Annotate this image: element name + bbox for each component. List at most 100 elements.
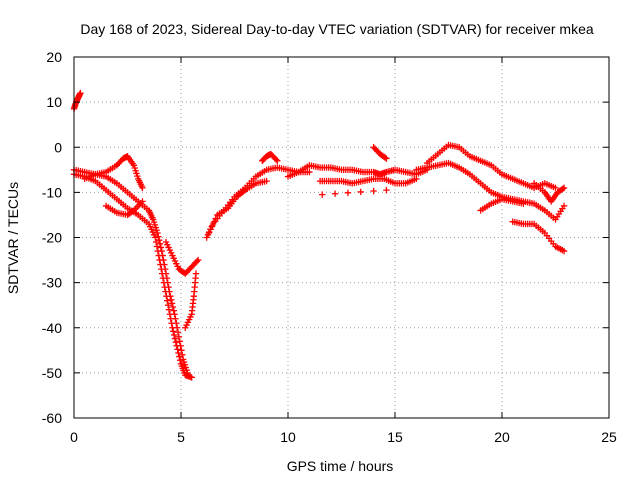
series-upper-arc xyxy=(81,153,146,192)
data-point xyxy=(165,283,172,291)
data-point xyxy=(520,200,527,207)
series-late-low xyxy=(477,195,527,214)
data-point xyxy=(207,226,214,233)
data-point xyxy=(331,190,339,197)
data-point xyxy=(193,258,201,265)
x-tick-label: 10 xyxy=(280,429,296,445)
y-axis-label: SDTVAR / TECUs xyxy=(5,182,21,294)
data-point xyxy=(184,369,191,377)
y-tick-label: -50 xyxy=(42,365,62,381)
y-tick-label: -10 xyxy=(42,184,62,200)
data-point xyxy=(552,184,559,192)
data-point xyxy=(161,261,168,268)
data-point xyxy=(179,351,186,359)
series-isolated xyxy=(319,186,390,198)
data-point xyxy=(169,303,177,311)
y-tick-label: 20 xyxy=(46,49,62,65)
data-point xyxy=(212,215,219,222)
series-late-tail xyxy=(509,218,568,255)
axis-tick-labels: 0 5 10 15 20 25 -60 -50 -40 -30 -20 -10 0 10 20 xyxy=(42,49,617,445)
data-point xyxy=(160,256,167,264)
data-point xyxy=(209,222,216,229)
data-point xyxy=(192,270,200,277)
series-peak-9h xyxy=(259,150,281,164)
y-tick-label: -20 xyxy=(42,230,62,246)
data-point xyxy=(381,154,389,161)
data-point xyxy=(176,338,183,345)
x-axis-label: GPS time / hours xyxy=(287,458,394,474)
chart-title: Day 168 of 2023, Sidereal Day-to-day VTE… xyxy=(80,21,593,37)
data-point xyxy=(165,306,173,313)
data-point xyxy=(383,155,390,162)
series-track-d-rebound xyxy=(182,270,200,331)
data-point xyxy=(167,292,174,300)
data-point xyxy=(357,188,364,196)
data-point xyxy=(559,185,566,192)
data-point xyxy=(306,168,313,176)
data-point xyxy=(344,189,352,197)
data-point xyxy=(157,244,165,251)
data-point xyxy=(173,324,181,331)
x-tick-label: 5 xyxy=(177,429,185,445)
x-tick-label: 0 xyxy=(70,429,78,445)
data-point xyxy=(173,320,180,327)
y-tick-label: -30 xyxy=(42,275,62,291)
series-lower-arc xyxy=(102,198,146,219)
data-point xyxy=(170,331,178,339)
data-point xyxy=(77,89,84,97)
data-point xyxy=(164,279,171,286)
data-point xyxy=(174,329,182,336)
data-point xyxy=(272,156,280,163)
x-tick-label: 15 xyxy=(387,429,403,445)
series-middle-lower xyxy=(316,175,420,187)
data-point xyxy=(174,346,181,353)
data-point xyxy=(560,202,568,210)
data-point xyxy=(274,157,281,164)
data-point xyxy=(370,187,377,195)
data-point xyxy=(188,374,195,381)
grid xyxy=(74,57,609,418)
data-point xyxy=(155,237,163,244)
data-point xyxy=(152,234,159,241)
data-point xyxy=(167,296,175,303)
data-point xyxy=(172,315,179,322)
data-point xyxy=(172,338,180,346)
x-tick-label: 20 xyxy=(494,429,510,445)
data-point xyxy=(164,301,172,309)
y-tick-label: 10 xyxy=(46,94,62,110)
data-point xyxy=(155,233,162,240)
data-point xyxy=(413,175,420,183)
data-point xyxy=(159,252,166,259)
y-tick-label: -60 xyxy=(42,410,62,426)
data-point xyxy=(139,198,146,205)
data-point xyxy=(177,342,184,349)
axis-ticks xyxy=(73,56,610,419)
series-peak-14h xyxy=(370,144,390,162)
data-point xyxy=(156,240,164,248)
y-tick-label: -40 xyxy=(42,320,62,336)
data-point xyxy=(162,270,170,277)
data-point xyxy=(319,191,326,198)
data-point xyxy=(205,229,213,237)
data-point xyxy=(161,265,169,273)
y-tick-label: 0 xyxy=(54,139,62,155)
data-point xyxy=(168,300,176,307)
data-point xyxy=(171,311,178,318)
data-point xyxy=(139,184,146,192)
data-point xyxy=(560,247,568,255)
data-point xyxy=(176,357,184,364)
data-point xyxy=(383,186,390,194)
data-point xyxy=(170,307,177,314)
data-point xyxy=(194,256,202,264)
data-point xyxy=(560,184,568,192)
data-point xyxy=(210,218,218,226)
data-points xyxy=(70,89,568,381)
data-point xyxy=(171,335,179,342)
series-recovery-lower xyxy=(205,177,270,237)
series-late-branch xyxy=(530,180,568,205)
data-point xyxy=(166,288,173,295)
series-track-a-descending xyxy=(70,171,195,381)
series-middle xyxy=(284,162,431,180)
series-track-17h-upper xyxy=(423,141,559,192)
